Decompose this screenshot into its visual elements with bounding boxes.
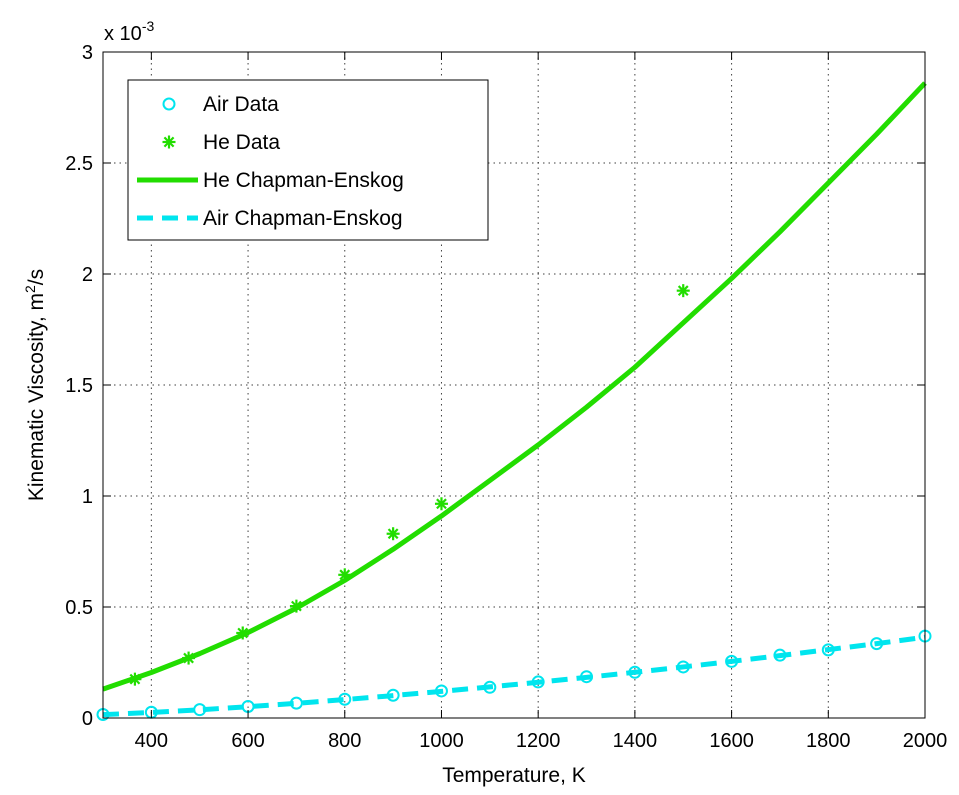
- legend-item: He Data: [162, 131, 280, 154]
- y-tick-label: 0: [82, 708, 93, 730]
- asterisk-stroke: [339, 569, 351, 581]
- data-point: [676, 284, 690, 298]
- asterisk-stroke: [387, 528, 399, 540]
- y-tick-label: 3: [82, 42, 93, 64]
- x-tick-label: 2000: [903, 730, 948, 752]
- x-tick-label: 1200: [516, 730, 561, 752]
- legend-label: Air Chapman-Enskog: [203, 207, 403, 230]
- y-axis-exponent: x 10-3: [104, 18, 154, 45]
- y-tick-label: 2.5: [65, 153, 93, 175]
- asterisk-stroke: [677, 285, 689, 297]
- legend-marker: [162, 97, 176, 111]
- y-tick-label: 2: [82, 264, 93, 286]
- legend-item: Air Chapman-Enskog: [137, 207, 403, 230]
- series-line: [102, 81, 927, 692]
- data-point: [386, 527, 400, 541]
- x-tick-label: 1800: [806, 730, 851, 752]
- axis-ticks: 400 600 800 1000 1200 1400 1600 1800 2000 0 0.5 1 1.…: [65, 42, 947, 752]
- series-air-chapman-enskog: [102, 634, 926, 718]
- series-line: [102, 634, 926, 718]
- y-axis-label: Kinematic Viscosity, m2/s: [22, 269, 48, 501]
- asterisk-stroke: [163, 136, 175, 148]
- legend-item: He Chapman-Enskog: [137, 169, 404, 192]
- asterisk-stroke: [436, 498, 447, 510]
- legend-label: Air Data: [203, 93, 279, 116]
- series-he-chapman-enskog: [102, 81, 927, 692]
- legend-box: [127, 79, 489, 241]
- x-tick-label: 1400: [613, 730, 658, 752]
- x-tick-label: 800: [328, 730, 361, 752]
- x-tick-label: 600: [231, 730, 264, 752]
- x-axis-label: Temperature, K: [442, 764, 586, 787]
- x-tick-label: 1000: [419, 730, 464, 752]
- data-point: [434, 497, 448, 511]
- legend-item: Air Data: [162, 93, 279, 116]
- x-tick-label: 1600: [709, 730, 754, 752]
- legend: Air Data He Data He Chapman-Enskog Air Chap…: [127, 79, 489, 241]
- y-tick-label: 0.5: [65, 597, 93, 619]
- y-tick-label: 1.5: [65, 375, 93, 397]
- plot-series: [96, 81, 932, 721]
- legend-marker: [162, 135, 176, 149]
- y-tick-label: 1: [82, 486, 93, 508]
- x-tick-label: 400: [135, 730, 168, 752]
- legend-label: He Chapman-Enskog: [203, 169, 404, 192]
- legend-label: He Data: [203, 131, 280, 154]
